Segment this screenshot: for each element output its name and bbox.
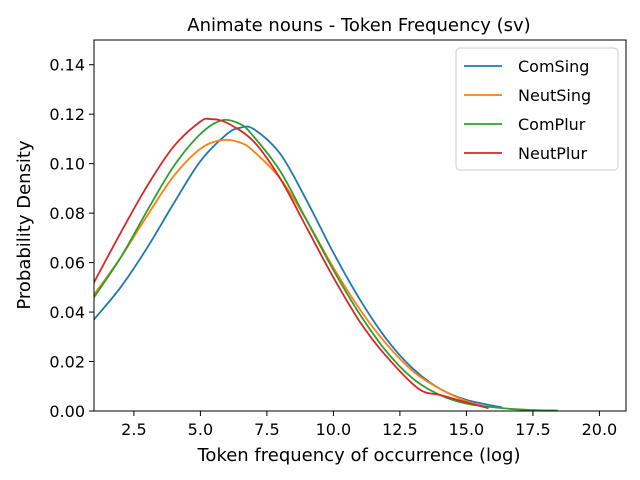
legend-label-comsing: ComSing — [518, 57, 589, 76]
x-axis-label: Token frequency of occurrence (log) — [197, 445, 521, 466]
x-tick-label: 15.0 — [449, 420, 485, 439]
y-tick-label: 0.08 — [49, 204, 85, 223]
x-tick-label: 2.5 — [121, 420, 146, 439]
y-tick-label: 0.14 — [49, 56, 85, 75]
legend-label-neutplur: NeutPlur — [518, 144, 587, 163]
plot-area: 2.5 5.0 7.5 10.0 12.5 15.0 17.5 20.0 0.00 0.02 0.0… — [49, 39, 627, 439]
y-tick-label: 0.00 — [49, 402, 85, 421]
x-tick-label: 7.5 — [254, 420, 279, 439]
y-tick-label: 0.06 — [49, 254, 85, 273]
series-line-neutsing — [94, 138, 489, 409]
x-tick-label: 12.5 — [382, 420, 418, 439]
series-line-neutplur — [94, 117, 489, 410]
legend-label-neutsing: NeutSing — [518, 86, 591, 105]
series-lines — [94, 117, 558, 411]
series-line-complur — [94, 118, 558, 411]
legend-box — [455, 47, 619, 171]
y-tick-label: 0.10 — [49, 155, 85, 174]
axes-frame — [93, 39, 627, 412]
y-tick-label: 0.04 — [49, 303, 85, 322]
legend-label-complur: ComPlur — [518, 115, 586, 134]
x-tick-label: 5.0 — [188, 420, 213, 439]
chart-title: Animate nouns - Token Frequency (sv) — [187, 15, 530, 36]
x-tick-label: 17.5 — [515, 420, 551, 439]
series-line-comsing — [94, 125, 503, 409]
y-axis-label: Probability Density — [14, 140, 35, 310]
x-tick-label: 10.0 — [316, 420, 352, 439]
x-tick-label: 20.0 — [582, 420, 618, 439]
legend: ComSing NeutSing ComPlur NeutPlur — [455, 47, 619, 171]
y-tick-label: 0.02 — [49, 353, 85, 372]
y-tick-label: 0.12 — [49, 105, 85, 124]
